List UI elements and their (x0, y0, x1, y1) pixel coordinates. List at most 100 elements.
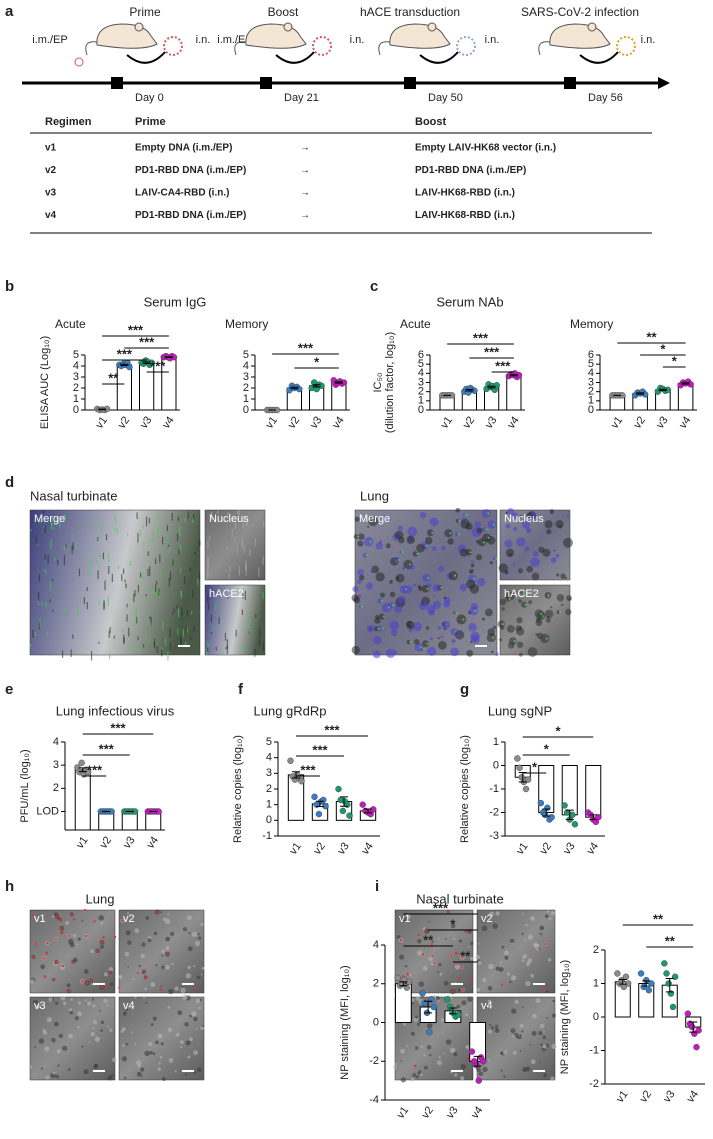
texture (455, 532, 459, 537)
texture (160, 911, 162, 914)
y-tick-label: 2 (243, 382, 249, 394)
texture (145, 916, 150, 920)
texture (474, 609, 477, 612)
texture (105, 534, 108, 541)
texture (547, 958, 552, 962)
texture (438, 963, 442, 967)
texture (510, 975, 517, 981)
texture (114, 527, 116, 531)
texture (550, 1076, 555, 1082)
texture (484, 1006, 487, 1009)
texture (142, 572, 144, 581)
texture (470, 563, 475, 568)
texture (44, 525, 46, 534)
texture (121, 574, 123, 581)
texture (494, 1028, 500, 1033)
texture (381, 515, 387, 521)
texture (449, 532, 452, 535)
texture (374, 520, 377, 523)
texture (128, 647, 131, 651)
texture (229, 565, 231, 573)
texture (487, 520, 497, 529)
chart-title: Lung infectious virus (56, 703, 175, 718)
texture (235, 629, 237, 637)
texture (91, 983, 94, 986)
texture (55, 1074, 60, 1079)
significance-label: * (532, 759, 538, 774)
texture (208, 603, 210, 611)
mouse-body (96, 23, 158, 49)
texture (430, 962, 434, 966)
texture (226, 639, 228, 649)
signal (60, 931, 64, 934)
texture (481, 509, 491, 518)
texture (418, 981, 425, 987)
texture (150, 617, 152, 626)
texture (440, 586, 443, 589)
significance-label: *** (433, 900, 449, 915)
texture (201, 1025, 204, 1027)
error-bar (465, 389, 474, 392)
data-point (394, 974, 401, 982)
texture (476, 988, 481, 992)
texture (77, 937, 81, 941)
data-point (684, 1010, 692, 1017)
texture (495, 966, 500, 971)
texture (34, 631, 37, 636)
texture (405, 588, 408, 591)
texture (167, 913, 170, 916)
texture (55, 1001, 59, 1005)
chart-title: Serum IgG (144, 294, 207, 309)
texture (92, 1020, 98, 1025)
texture (145, 1001, 148, 1004)
texture (218, 617, 220, 624)
texture (473, 577, 476, 580)
texture (227, 594, 229, 599)
texture (453, 1052, 458, 1057)
table-cell: LAIV-CA4-RBD (i.n.) (135, 188, 229, 199)
texture (539, 932, 543, 936)
error-bar (98, 408, 107, 411)
table-cell: PD1-RBD DNA (i.m./EP) (135, 165, 246, 176)
mouse-tail (538, 41, 551, 56)
texture (184, 1022, 189, 1027)
texture (186, 609, 189, 617)
texture (506, 624, 515, 633)
texture (404, 964, 408, 968)
texture (236, 588, 238, 594)
x-tick-label: v3 (121, 835, 137, 851)
data-point (515, 371, 523, 379)
texture (96, 538, 98, 543)
texture (193, 513, 195, 521)
y-tick-label: 0 (593, 1011, 599, 1023)
texture (389, 620, 400, 631)
signal (425, 929, 428, 932)
texture (530, 916, 535, 921)
texture (90, 1031, 96, 1037)
texture (123, 1076, 127, 1080)
texture (187, 946, 193, 952)
significance-label: * (314, 354, 320, 369)
texture (366, 625, 375, 633)
texture (132, 647, 135, 651)
texture (389, 591, 396, 598)
data-point (340, 379, 348, 386)
texture (157, 1033, 163, 1039)
error-bar (78, 767, 87, 773)
texture (500, 961, 503, 964)
texture (417, 1022, 421, 1026)
texture (47, 554, 49, 564)
texture (137, 584, 140, 593)
texture (161, 949, 165, 954)
texture (474, 521, 481, 528)
texture (438, 1055, 441, 1059)
texture (410, 998, 415, 1002)
micrograph-title: Lung (86, 891, 115, 906)
texture (448, 570, 458, 581)
texture (455, 518, 460, 523)
panel-label: b (5, 278, 14, 295)
texture (248, 631, 251, 634)
texture (562, 537, 573, 548)
data-point (595, 814, 602, 821)
texture (505, 548, 515, 558)
